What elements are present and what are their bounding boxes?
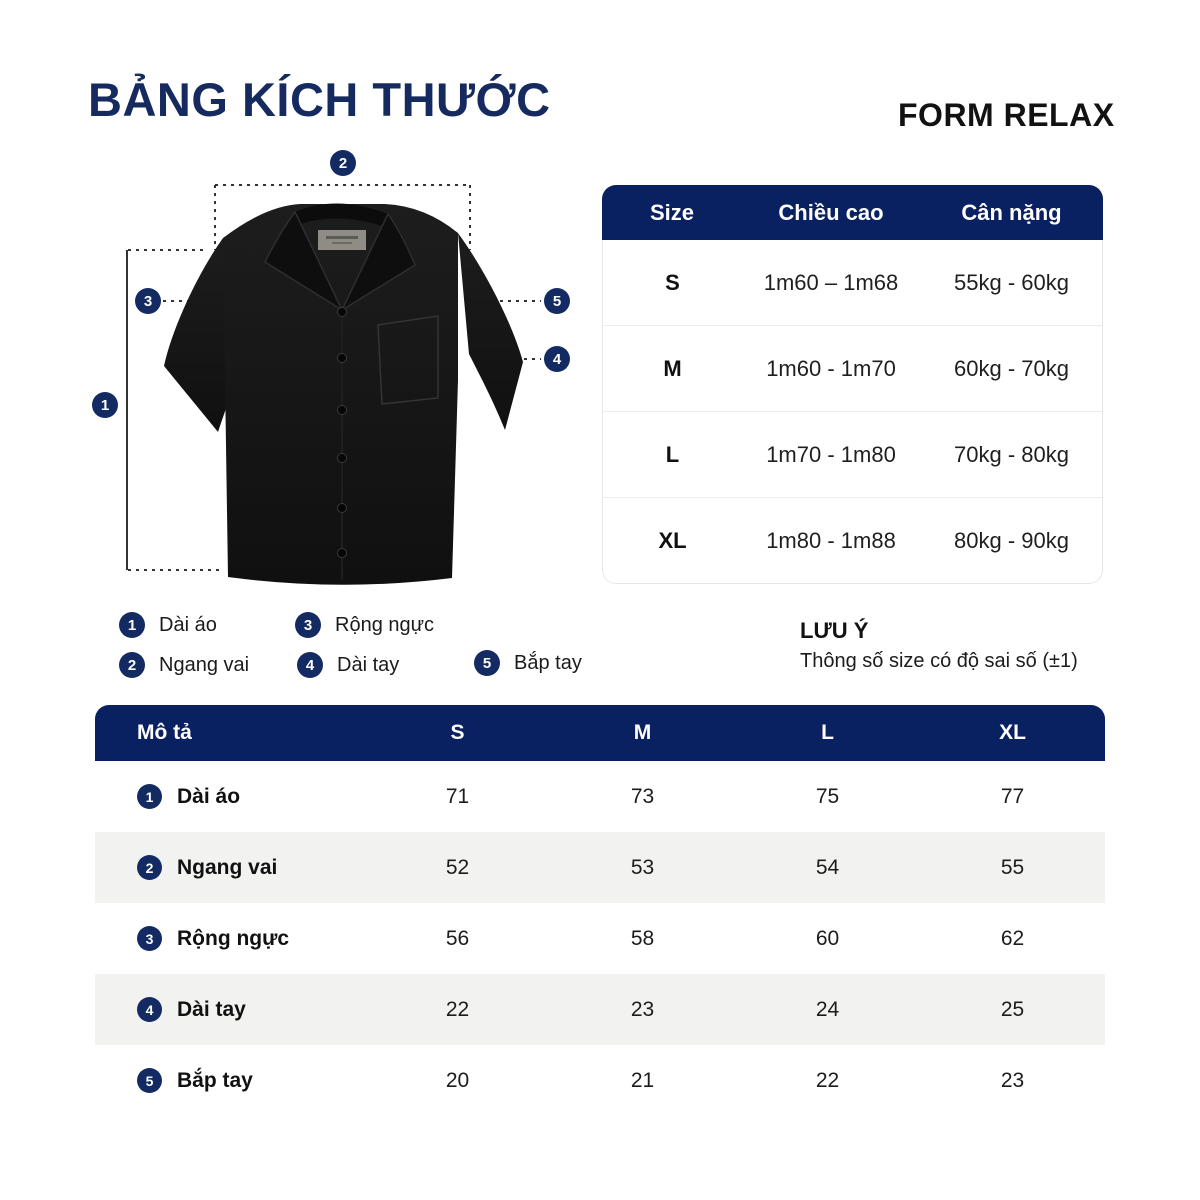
table-row: 1 Dài áo 71 73 75 77 bbox=[95, 761, 1105, 832]
marker-4-badge: 4 bbox=[544, 346, 570, 372]
marker-1-badge: 1 bbox=[92, 392, 118, 418]
size-recommendation-table: Size Chiều cao Cân nặng S 1m60 – 1m68 55… bbox=[602, 185, 1103, 584]
cell-weight: 55kg - 60kg bbox=[954, 269, 1069, 295]
row-label: Dài tay bbox=[177, 997, 246, 1021]
col-header-s: S bbox=[450, 721, 465, 744]
size-table-header: Size Chiều cao Cân nặng bbox=[602, 185, 1103, 240]
legend-label: Ngang vai bbox=[159, 653, 250, 676]
buttons bbox=[337, 307, 347, 558]
marker-2-badge: 2 bbox=[330, 150, 356, 176]
col-header-size: Size bbox=[649, 199, 695, 225]
cell-size: M bbox=[663, 355, 682, 381]
legend-1-badge: 1 bbox=[119, 612, 145, 638]
cell-value: 53 bbox=[630, 855, 655, 879]
col-header-l: L bbox=[821, 721, 834, 744]
col-header-m: M bbox=[633, 721, 652, 744]
form-relax-label: FORM RELAX bbox=[898, 97, 1115, 133]
legend-item-dai-tay: 4 Dài tay bbox=[297, 652, 399, 678]
size-table-body: S 1m60 – 1m68 55kg - 60kg M 1m60 - 1m70 … bbox=[602, 240, 1103, 584]
cell-height: 1m70 - 1m80 bbox=[766, 441, 896, 467]
marker-3-badge: 3 bbox=[135, 288, 161, 314]
shirt-illustration bbox=[126, 184, 541, 585]
table-row: XL 1m80 - 1m88 80kg - 90kg bbox=[603, 497, 1102, 583]
table-row: 3 Rộng ngực 56 58 60 62 bbox=[95, 903, 1105, 974]
legend-2-badge: 2 bbox=[119, 652, 145, 678]
cell-value: 24 bbox=[815, 997, 840, 1021]
cell-value: 60 bbox=[815, 926, 840, 950]
cell-value: 25 bbox=[1000, 997, 1025, 1021]
cell-value: 56 bbox=[445, 926, 470, 950]
row-label: Bắp tay bbox=[177, 1068, 253, 1092]
cell-size: S bbox=[665, 269, 680, 295]
cell-weight: 80kg - 90kg bbox=[954, 527, 1069, 553]
cell-value: 54 bbox=[815, 855, 840, 879]
table-row: M 1m60 - 1m70 60kg - 70kg bbox=[603, 325, 1102, 411]
col-header-xl: XL bbox=[999, 721, 1026, 744]
shirt-measurement-diagram: 1 2 3 4 5 bbox=[60, 140, 600, 620]
cell-value: 55 bbox=[1000, 855, 1025, 879]
cell-height: 1m60 – 1m68 bbox=[763, 269, 899, 295]
cell-value: 21 bbox=[630, 1068, 655, 1092]
row-1-badge: 1 bbox=[137, 784, 162, 809]
row-label: Dài áo bbox=[177, 784, 241, 808]
page-title: BẢNG KÍCH THƯỚC bbox=[88, 73, 551, 126]
col-header-mo-ta: Mô tả bbox=[137, 721, 192, 744]
legend-label: Dài tay bbox=[337, 653, 400, 676]
note-heading: LƯU Ý bbox=[800, 618, 869, 643]
col-header-weight: Cân nặng bbox=[961, 199, 1062, 225]
marker-5-badge: 5 bbox=[544, 288, 570, 314]
measurement-table-header: Mô tả S M L XL bbox=[95, 705, 1105, 761]
legend-item-dai-ao: 1 Dài áo bbox=[119, 612, 217, 638]
legend-item-ngang-vai: 2 Ngang vai bbox=[119, 652, 249, 678]
cell-value: 20 bbox=[445, 1068, 470, 1092]
row-5-badge: 5 bbox=[137, 1068, 162, 1093]
cell-value: 71 bbox=[445, 784, 470, 808]
table-row: S 1m60 – 1m68 55kg - 60kg bbox=[603, 240, 1102, 325]
cell-weight: 60kg - 70kg bbox=[954, 355, 1069, 381]
cell-value: 22 bbox=[445, 997, 470, 1021]
cell-value: 52 bbox=[445, 855, 470, 879]
table-row: 2 Ngang vai 52 53 54 55 bbox=[95, 832, 1105, 903]
legend-4-badge: 4 bbox=[297, 652, 323, 678]
legend-label: Dài áo bbox=[159, 613, 217, 636]
cell-size: L bbox=[665, 441, 680, 467]
cell-size: XL bbox=[658, 527, 687, 553]
cell-weight: 70kg - 80kg bbox=[954, 441, 1069, 467]
table-row: 4 Dài tay 22 23 24 25 bbox=[95, 974, 1105, 1045]
legend-item-rong-nguc: 3 Rộng ngực bbox=[295, 612, 434, 638]
row-4-badge: 4 bbox=[137, 997, 162, 1022]
table-row: 5 Bắp tay 20 21 22 23 bbox=[95, 1045, 1105, 1116]
row-2-badge: 2 bbox=[137, 855, 162, 880]
cell-height: 1m60 - 1m70 bbox=[766, 355, 896, 381]
legend-label: Rộng ngực bbox=[335, 613, 435, 636]
row-label: Ngang vai bbox=[177, 855, 278, 879]
table-row: L 1m70 - 1m80 70kg - 80kg bbox=[603, 411, 1102, 497]
cell-value: 73 bbox=[630, 784, 655, 808]
cell-height: 1m80 - 1m88 bbox=[766, 527, 896, 553]
measurement-table: Mô tả S M L XL 1 Dài áo 71 73 75 77 2 Ng… bbox=[95, 705, 1105, 1116]
legend-item-bap-tay: 5 Bắp tay bbox=[474, 650, 582, 676]
shirt-shape bbox=[164, 203, 523, 585]
cell-value: 62 bbox=[1000, 926, 1025, 950]
row-label: Rộng ngực bbox=[177, 926, 290, 950]
cell-value: 58 bbox=[630, 926, 655, 950]
cell-value: 77 bbox=[1000, 784, 1025, 808]
legend-label: Bắp tay bbox=[514, 651, 582, 674]
chest-pocket bbox=[377, 315, 439, 405]
collar-brand-label bbox=[318, 230, 366, 250]
cell-value: 22 bbox=[815, 1068, 840, 1092]
cell-value: 75 bbox=[815, 784, 840, 808]
cell-value: 23 bbox=[1000, 1068, 1025, 1092]
legend-3-badge: 3 bbox=[295, 612, 321, 638]
legend-5-badge: 5 bbox=[474, 650, 500, 676]
col-header-height: Chiều cao bbox=[778, 199, 884, 225]
cell-value: 23 bbox=[630, 997, 655, 1021]
row-3-badge: 3 bbox=[137, 926, 162, 951]
note-text: Thông số size có độ sai số (±1) bbox=[800, 650, 1078, 672]
